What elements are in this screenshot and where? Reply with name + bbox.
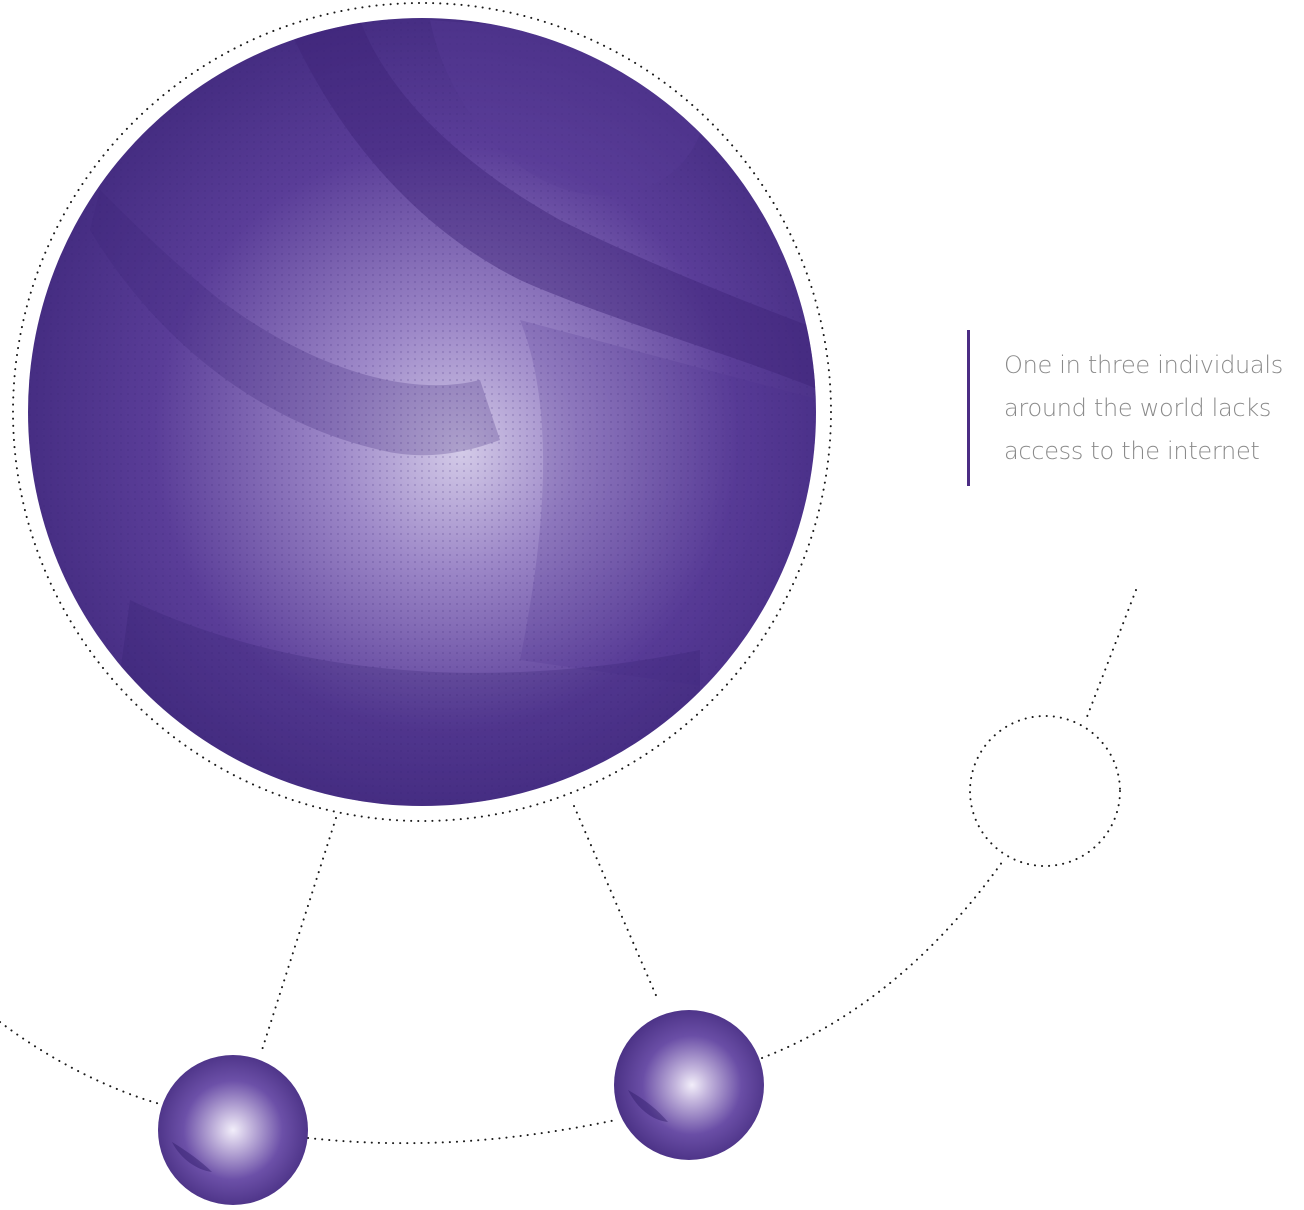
globe-orbit-ring [12,2,832,822]
outer-arc [0,1021,161,1105]
callout-line: around the world lacks [1004,393,1272,422]
right-arc [761,857,1006,1059]
callout-line: One in three individuals [1004,350,1283,379]
connector-line-left [261,817,337,1051]
empty-node-ring [969,715,1121,867]
statistic-callout: One in three individuals around the worl… [967,330,1303,486]
globe-icon [28,18,816,806]
sphere-icon [614,1010,764,1160]
bottom-arc [307,1119,617,1145]
callout-line: access to the internet [1004,436,1260,465]
connector-line-right [573,805,659,1001]
sphere-icon [158,1055,308,1205]
connector-line-top-right [1084,589,1137,723]
